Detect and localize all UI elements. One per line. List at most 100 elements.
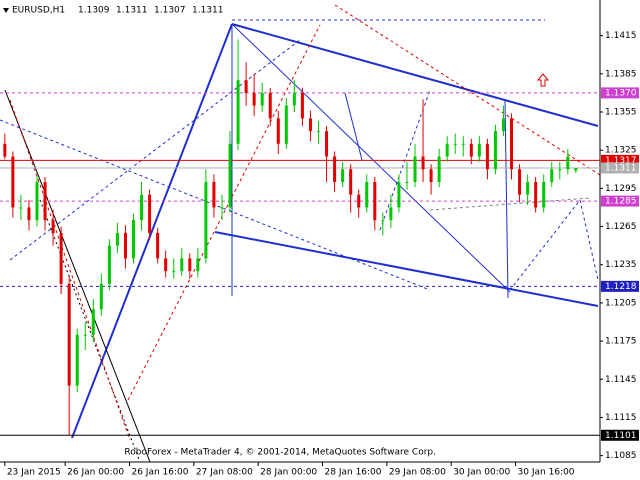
candle-body (35, 182, 39, 221)
candle-body (180, 258, 184, 272)
candle-body (300, 92, 304, 119)
header-value: 1.1311 (192, 6, 224, 16)
candle-body (429, 169, 433, 182)
candle-body (284, 105, 288, 144)
y-tick-label: 1.1115 (605, 413, 637, 423)
price-box (601, 162, 639, 174)
price-box-label: 1.1370 (605, 88, 637, 98)
x-tick-label: 29 Jan 08:00 (389, 468, 446, 478)
candle-body (228, 143, 232, 208)
y-tick-label: 1.1145 (605, 375, 637, 385)
x-tick-label: 28 Jan 16:00 (325, 468, 382, 478)
candle-body (3, 143, 7, 157)
candle-body (397, 182, 401, 208)
candle-body (75, 334, 79, 386)
footer: RoboForex - MetaTrader 4, © 2001-2014, M… (124, 448, 436, 458)
y-tick-label: 1.1235 (605, 260, 637, 270)
trend-line (214, 231, 599, 307)
y-tick-label: 1.1265 (605, 222, 637, 232)
candle-body (212, 182, 216, 208)
candle-body (11, 156, 15, 208)
candle-body (461, 143, 465, 145)
candle-body (501, 118, 505, 132)
trend-line (231, 23, 511, 293)
price-box (601, 429, 639, 441)
candle-body (518, 169, 522, 195)
candle-body (558, 169, 562, 171)
x-tick-label: 26 Jan 00:00 (67, 468, 124, 478)
x-tick-label: 28 Jan 00:00 (260, 468, 317, 478)
trend-line (231, 23, 599, 127)
candle-body (453, 143, 457, 145)
price-box (601, 195, 639, 207)
header-value: 1.1311 (116, 6, 148, 16)
up-arrow (536, 73, 550, 87)
candle-body (43, 182, 47, 221)
candle-body (510, 118, 514, 170)
candle-body (268, 92, 272, 119)
trend-line (9, 39, 301, 261)
candle-body (236, 80, 240, 144)
candle-body (19, 207, 23, 209)
candle-body (123, 232, 127, 259)
trend-line (344, 92, 363, 161)
candle-body (381, 220, 385, 222)
candle-body (341, 169, 345, 182)
candle-body (156, 232, 160, 259)
y-tick-label: 1.1385 (605, 69, 637, 79)
trend-line (509, 199, 581, 291)
candle-body (204, 182, 208, 259)
candle-body (469, 143, 473, 157)
candle-body (107, 245, 111, 284)
menu-triangle (3, 8, 9, 13)
candle-body (445, 143, 449, 157)
price-box (601, 154, 639, 166)
candle-body (493, 131, 497, 170)
candle-body (550, 169, 554, 182)
trend-line (9, 99, 131, 441)
candle-body (196, 258, 200, 272)
trend-line (579, 199, 599, 281)
price-box-label: 1.1317 (605, 156, 637, 166)
y-tick-label: 1.1325 (605, 146, 637, 156)
candle-body (526, 182, 530, 195)
candle-body (292, 92, 296, 106)
candle-body (316, 131, 320, 133)
trend-line (4, 89, 151, 463)
candle-body (140, 194, 144, 221)
trend-line (429, 197, 591, 211)
candle-body (389, 207, 393, 221)
candle-body (99, 283, 103, 310)
candle-body (172, 271, 176, 273)
trend-line (0, 119, 431, 291)
candle-body (252, 92, 256, 106)
candle-body (325, 131, 329, 157)
candle-body (574, 168, 578, 171)
candle-body (164, 258, 168, 272)
candle-body (148, 194, 152, 233)
price-box (601, 87, 639, 99)
candle-body (413, 156, 417, 182)
candle-body (244, 80, 248, 93)
x-tick-label: 30 Jan 00:00 (453, 468, 510, 478)
trend-line (334, 4, 601, 176)
y-tick-label: 1.1175 (605, 337, 637, 347)
candle-body (132, 220, 136, 259)
price-box-label: 1.1311 (605, 164, 637, 174)
y-tick-label: 1.1085 (605, 451, 637, 461)
x-tick-label: 30 Jan 16:00 (518, 468, 575, 478)
y-tick-label: 1.1205 (605, 298, 637, 308)
candle-body (566, 156, 570, 170)
candle-body (220, 207, 224, 209)
price-box (601, 280, 639, 292)
candle-body (357, 194, 361, 208)
trend-line (504, 99, 509, 299)
candle-body (91, 309, 95, 335)
candle-body (477, 143, 481, 157)
candle-body (115, 232, 119, 246)
y-tick-label: 1.1355 (605, 108, 637, 118)
price-box-label: 1.1285 (605, 197, 637, 207)
symbol: EURUSD,H1 (12, 6, 65, 16)
